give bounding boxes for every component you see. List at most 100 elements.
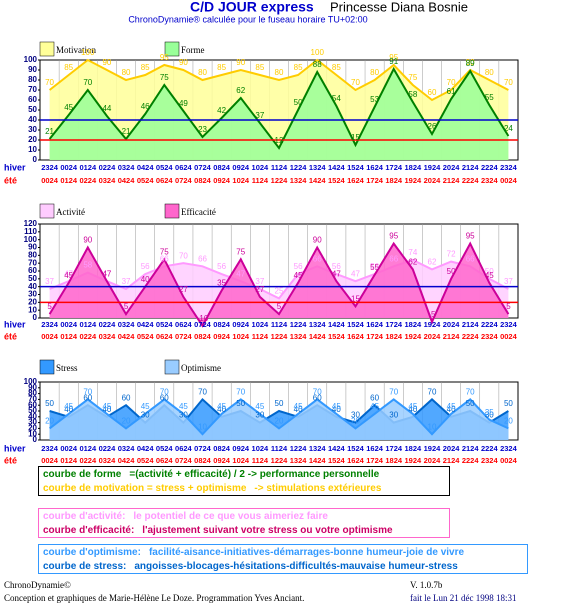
value-label: 70 <box>351 78 360 87</box>
note-text: =(activité + efficacité) / 2 -> performa… <box>129 469 380 480</box>
note-box: courbe d'activité: le potentiel de ce que… <box>38 508 450 538</box>
x-tick-label: 1724 <box>385 320 403 329</box>
value-label: 70 <box>160 388 169 397</box>
x-tick-label: 0024 <box>60 163 78 172</box>
value-label: 62 <box>236 86 245 95</box>
x-tick-label: 1424 <box>309 332 327 341</box>
value-label: 27 <box>255 285 264 294</box>
value-label: 20 <box>504 417 513 426</box>
legend-swatch <box>39 203 55 219</box>
y-tick-label: 40 <box>28 282 37 291</box>
area <box>49 243 509 326</box>
footer-date: fait le Lun 21 déc 1998 18:31 <box>410 593 517 603</box>
x-tick-label: 1324 <box>290 332 308 341</box>
x-tick-label: 1024 <box>252 163 270 172</box>
x-tick-label: 0524 <box>137 332 155 341</box>
x-tick-label: 2024 <box>424 332 442 341</box>
x-tick-label: 2324 <box>500 444 518 453</box>
x-tick-label: 1224 <box>290 163 308 172</box>
value-label: 70 <box>83 78 92 87</box>
y-tick-label: 100 <box>24 55 38 64</box>
value-label: 30 <box>255 411 264 420</box>
legend-swatch <box>164 41 180 57</box>
value-label: 91 <box>389 57 398 66</box>
x-tick-label: 0824 <box>194 332 212 341</box>
value-label: 90 <box>83 236 92 245</box>
note-line: courbe de stress: angoisses-blocages-hési… <box>43 560 523 574</box>
x-tick-label: 0624 <box>175 320 193 329</box>
x-tick-label: 0824 <box>194 456 212 465</box>
value-label: 100 <box>81 48 95 57</box>
x-tick-label: 1624 <box>366 444 384 453</box>
x-tick-label: 2224 <box>462 332 480 341</box>
x-tick-label: 0124 <box>79 163 97 172</box>
value-label: 50 <box>45 399 54 408</box>
value-label: 30 <box>179 411 188 420</box>
x-tick-label: 2224 <box>462 176 480 185</box>
value-label: 45 <box>255 402 264 411</box>
value-label: 30 <box>141 411 150 420</box>
value-label: 40 <box>102 405 111 414</box>
x-tick-label: 0024 <box>41 456 59 465</box>
note-text: angoisses-blocages-hésitations-difficult… <box>134 561 458 572</box>
value-label: 75 <box>160 247 169 256</box>
x-tick-label: 1924 <box>404 332 422 341</box>
value-label: 30 <box>485 411 494 420</box>
x-tick-label: 1424 <box>309 176 327 185</box>
x-tick-label: 2024 <box>424 456 442 465</box>
x-tick-label: 2224 <box>481 444 499 453</box>
value-label: 80 <box>275 68 284 77</box>
value-label: 50 <box>504 399 513 408</box>
value-label: 21 <box>122 127 131 136</box>
value-label: 50 <box>236 399 245 408</box>
value-label: 30 <box>389 411 398 420</box>
value-label: 45 <box>294 271 303 280</box>
value-label: 40 <box>294 405 303 414</box>
value-label: 75 <box>236 247 245 256</box>
value-label: 58 <box>83 261 92 270</box>
y-tick-label: 0 <box>33 435 38 444</box>
x-tick-label: 1024 <box>232 456 250 465</box>
value-label: 85 <box>294 63 303 72</box>
x-tick-label: 2324 <box>481 176 499 185</box>
value-label: 40 <box>217 405 226 414</box>
x-tick-label: 1124 <box>271 444 288 453</box>
x-tick-label: 0824 <box>194 176 212 185</box>
x-tick-label: 0224 <box>79 456 97 465</box>
value-label: 12 <box>275 136 284 145</box>
y-tick-label: 50 <box>28 274 37 283</box>
value-label: 53 <box>370 95 379 104</box>
value-label: 60 <box>160 393 169 402</box>
x-tick-label: 0124 <box>60 456 78 465</box>
value-label: 56 <box>141 262 150 271</box>
x-tick-label: 2124 <box>443 332 461 341</box>
x-tick-label: 0924 <box>213 176 231 185</box>
x-tick-label: 0124 <box>79 444 97 453</box>
x-tick-label: 0224 <box>99 444 117 453</box>
x-tick-label: 1724 <box>366 332 384 341</box>
x-tick-label: 1024 <box>252 320 270 329</box>
x-tick-label: 0624 <box>156 332 174 341</box>
y-tick-label: 80 <box>28 75 37 84</box>
x-tick-label: 1224 <box>271 456 289 465</box>
value-label: 25 <box>275 287 284 296</box>
x-tick-label: 1024 <box>232 176 250 185</box>
value-label: 85 <box>141 63 150 72</box>
x-tick-label: 1324 <box>309 320 327 329</box>
y-tick-label: 90 <box>28 383 37 392</box>
value-label: 90 <box>102 58 111 67</box>
line <box>48 66 510 150</box>
area <box>49 69 509 160</box>
y-tick-label: 60 <box>28 266 37 275</box>
value-label: 85 <box>64 63 73 72</box>
x-tick-label: 1824 <box>404 444 422 453</box>
x-tick-label: 0724 <box>175 176 193 185</box>
value-label: 20 <box>275 417 284 426</box>
title: C/D JOUR express <box>190 0 314 15</box>
value-label: 60 <box>370 393 379 402</box>
x-tick-label: 0024 <box>41 176 59 185</box>
value-label: 66 <box>389 254 398 263</box>
value-label: 37 <box>255 111 264 120</box>
value-label: 70 <box>428 388 437 397</box>
